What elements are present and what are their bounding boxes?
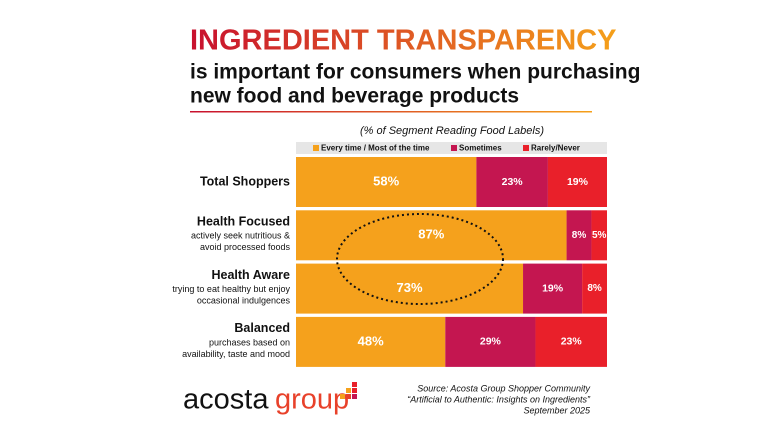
bar-segment — [591, 210, 607, 261]
legend-swatch — [523, 145, 529, 151]
value-label: 23% — [502, 176, 524, 188]
bar-segment — [547, 157, 607, 207]
highlight-ellipse — [336, 213, 504, 305]
divider — [190, 111, 592, 113]
value-label: 48% — [358, 333, 384, 348]
category-note: availability, taste and mood — [182, 349, 290, 359]
category-label: Health Aware — [211, 268, 290, 282]
chart-subtitle: (% of Segment Reading Food Labels) — [360, 125, 544, 137]
title: INGREDIENT TRANSPARENCY — [190, 25, 616, 57]
subtitle: new food and beverage products — [190, 85, 519, 108]
value-label: 58% — [373, 173, 399, 188]
bar-segment — [535, 316, 607, 367]
logo-group: group — [275, 384, 349, 416]
value-label: 19% — [567, 176, 589, 188]
legend-swatch — [313, 145, 319, 151]
bar-segment — [296, 316, 446, 367]
bar-segment — [445, 316, 536, 367]
category-label: Balanced — [234, 321, 290, 335]
value-label: 87% — [418, 227, 444, 242]
logo-brand: acosta — [183, 384, 269, 416]
value-label: 5% — [592, 230, 607, 241]
bar-segment — [523, 263, 583, 314]
value-label: 73% — [396, 280, 422, 295]
bar-segment — [296, 157, 477, 207]
value-label: 8% — [572, 230, 587, 241]
legend-swatch — [451, 145, 457, 151]
bar-segment — [566, 210, 592, 261]
bar-segment — [476, 157, 548, 207]
category-note: purchases based on — [209, 337, 290, 347]
source: “Artificial to Authentic: Insights on In… — [407, 394, 591, 404]
source: Source: Acosta Group Shopper Community — [417, 383, 590, 393]
category-label: Total Shoppers — [200, 174, 290, 188]
subtitle: is important for consumers when purchasi… — [190, 61, 640, 84]
source: September 2025 — [523, 405, 591, 415]
legend-label: Every time / Most of the time — [321, 144, 430, 153]
bar-segment — [582, 263, 607, 314]
category-note: trying to eat healthy but enjoy — [172, 284, 290, 294]
logo-icon — [340, 382, 357, 399]
category-label: Health Focused — [197, 215, 290, 229]
value-label: 29% — [480, 336, 502, 348]
category-note: occasional indulgences — [197, 295, 291, 305]
bar-segment — [296, 210, 567, 261]
legend-label: Sometimes — [459, 144, 502, 153]
legend-label: Rarely/Never — [531, 144, 580, 153]
value-label: 23% — [561, 336, 583, 348]
value-label: 8% — [587, 283, 602, 294]
value-label: 19% — [542, 282, 564, 294]
bar-segment — [296, 263, 524, 314]
category-note: actively seek nutritious & — [191, 231, 290, 241]
category-note: avoid processed foods — [200, 242, 291, 252]
